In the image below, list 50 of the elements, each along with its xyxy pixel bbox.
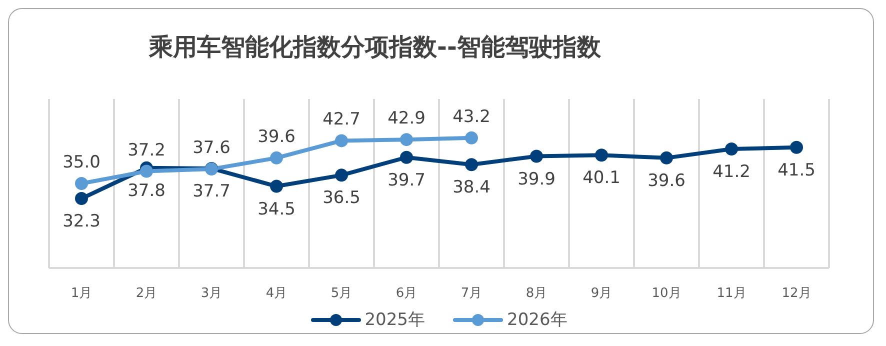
x-tick-label: 9月 <box>590 286 612 302</box>
data-label: 42.7 <box>322 110 360 130</box>
data-label: 37.8 <box>128 181 166 202</box>
point <box>335 134 348 148</box>
data-label: 34.5 <box>258 199 296 220</box>
data-label: 39.9 <box>518 169 556 190</box>
data-label: 37.7 <box>192 182 230 202</box>
data-label: 39.6 <box>258 126 296 147</box>
legend-label: 2025年 <box>364 309 425 331</box>
point <box>75 192 88 206</box>
point <box>75 177 88 190</box>
data-label: 37.6 <box>192 138 230 158</box>
point <box>465 131 478 144</box>
x-tick-label: 12月 <box>782 286 812 302</box>
data-label: 43.2 <box>452 106 490 127</box>
legend-label: 2026年 <box>507 309 568 331</box>
x-tick-label: 11月 <box>716 286 746 302</box>
point <box>335 168 348 182</box>
point <box>725 142 738 156</box>
data-label: 39.7 <box>388 170 426 190</box>
point <box>465 158 478 172</box>
data-label: 40.1 <box>582 168 620 188</box>
data-label: 37.2 <box>128 140 166 160</box>
chart-title: 乘用车智能化指数分项指数--智能驾驶指数 <box>149 32 601 63</box>
data-label: 41.5 <box>778 160 816 180</box>
data-label: 42.9 <box>388 108 426 129</box>
data-label: 41.2 <box>712 162 750 182</box>
data-label: 32.3 <box>62 212 100 232</box>
point <box>595 148 608 162</box>
x-tick-label: 5月 <box>330 286 352 302</box>
x-tick-label: 4月 <box>266 286 288 302</box>
point <box>270 151 283 164</box>
x-tick-label: 8月 <box>526 286 548 302</box>
point <box>270 180 283 193</box>
data-label: 38.4 <box>452 178 490 198</box>
data-label: 39.6 <box>648 171 686 191</box>
x-tick-label: 7月 <box>460 286 482 302</box>
x-tick-label: 6月 <box>396 286 418 302</box>
x-tick-label: 3月 <box>200 286 222 302</box>
data-label: 36.5 <box>322 188 360 208</box>
point <box>400 133 413 146</box>
x-tick-label: 2月 <box>136 286 158 302</box>
x-tick-label: 10月 <box>652 286 682 302</box>
point <box>660 151 673 164</box>
point <box>400 150 413 164</box>
point <box>790 140 803 154</box>
data-label: 35.0 <box>62 152 100 172</box>
x-tick-label: 1月 <box>70 286 92 302</box>
point <box>140 164 153 178</box>
point <box>530 150 543 163</box>
